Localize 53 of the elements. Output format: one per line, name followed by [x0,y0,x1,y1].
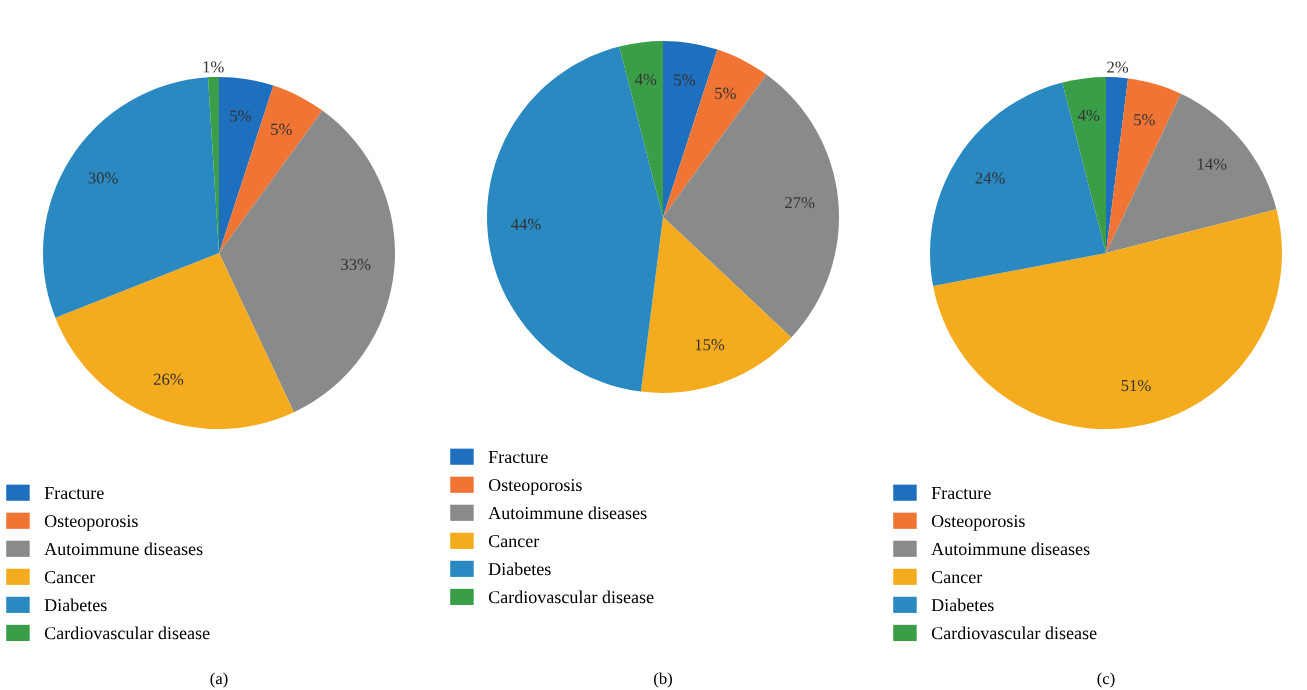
legend-label: Cardiovascular disease [931,626,1097,640]
pie-slice [43,77,219,318]
legend-label: Osteoporosis [488,478,582,495]
pie-slice [219,85,323,253]
pie-slice [933,209,1282,429]
legend-label: Osteoporosis [931,514,1025,531]
text: (c) [1097,672,1115,688]
data-label: 5% [271,123,292,135]
data-label: 51% [1121,379,1151,392]
pie-slice [640,217,792,393]
data-label: 44% [511,218,541,230]
data-label: 14% [1197,158,1227,170]
data-label: 4% [1078,109,1100,122]
text: (b) [654,672,672,688]
pie-slice [487,46,663,392]
legend-label: Autoimmune diseases [44,542,203,556]
pie-slice [219,110,395,413]
data-label: 30% [88,172,118,184]
pie-slice [1106,93,1277,253]
legend-label: Fracture [44,487,104,500]
legend-label: Fracture [488,451,548,464]
legend-label: Fracture [931,487,991,500]
pie-slice [55,253,294,429]
pie-slice [619,41,663,217]
legend-label: Diabetes [931,598,994,612]
legend-label: Autoimmune diseases [488,506,647,520]
data-label: 24% [975,172,1005,184]
legend-label: Cancer [44,571,96,584]
data-label: 33% [341,258,371,271]
text: (a) [210,672,228,688]
legend-label: Osteoporosis [44,514,138,531]
data-label: 4% [635,73,657,86]
pie-slice [663,49,767,217]
data-label: 5% [674,74,696,86]
legend-label: Cardiovascular disease [488,590,654,604]
pie-slice [930,82,1106,286]
pie-slice [663,74,839,338]
data-label: 1% [203,61,224,73]
legend-label: Diabetes [44,598,107,612]
legend-label: Autoimmune diseases [931,542,1090,556]
data-label: 2% [1107,61,1129,73]
legend-label: Cancer [488,535,540,548]
pie-slice [1062,77,1106,253]
data-label: 27% [785,197,815,209]
data-label: 5% [1134,114,1155,126]
legend-label: Cardiovascular disease [44,626,210,640]
data-label: 15% [695,339,725,351]
legend-label: Diabetes [488,562,551,576]
data-label: 26% [153,373,184,385]
data-label: 5% [230,110,252,122]
data-label: 5% [715,87,736,99]
pie-slice [1106,78,1181,253]
legend-label: Cancer [931,571,983,584]
